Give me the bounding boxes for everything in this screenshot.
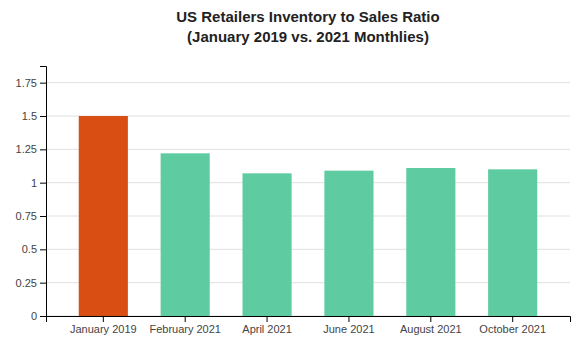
bar bbox=[79, 116, 128, 316]
x-tick-label: October 2021 bbox=[479, 323, 546, 335]
x-tick-mark bbox=[512, 316, 513, 322]
y-tick-mark bbox=[40, 316, 46, 317]
x-tick-label: August 2021 bbox=[400, 323, 462, 335]
x-tick-mark bbox=[103, 316, 104, 322]
x-tick-label: January 2019 bbox=[70, 323, 137, 335]
y-tick-mark bbox=[40, 149, 46, 150]
y-tick: 0.75 bbox=[16, 210, 46, 222]
x-tick-mark bbox=[267, 316, 268, 322]
y-tick: 1.25 bbox=[16, 143, 46, 155]
y-tick-label: 1 bbox=[31, 177, 37, 189]
title: US Retailers Inventory to Sales Ratio bbox=[176, 8, 439, 25]
y-tick-mark bbox=[40, 216, 46, 217]
y-tick-mark bbox=[40, 116, 46, 117]
y-tick: 1.5 bbox=[22, 110, 46, 122]
y-tick-mark bbox=[40, 83, 46, 84]
y-tick-label: 0.25 bbox=[16, 277, 37, 289]
x-tick: February 2021 bbox=[149, 316, 221, 335]
y-tick: 1 bbox=[31, 177, 46, 189]
grid bbox=[46, 83, 570, 316]
y-tick: 0.25 bbox=[16, 277, 46, 289]
y-axis: 0 0.25 0.5 0.75 1 1.25 1.5 1.75 bbox=[16, 67, 47, 323]
x-tick-mark bbox=[185, 316, 186, 322]
y-tick-mark bbox=[40, 249, 46, 250]
bars bbox=[79, 116, 538, 316]
y-tick: 0.5 bbox=[22, 243, 46, 255]
x-tick-mark bbox=[430, 316, 431, 322]
bar bbox=[406, 168, 455, 316]
y-tick-mark bbox=[40, 283, 46, 284]
y-tick-mark bbox=[40, 183, 46, 184]
x-axis-line bbox=[47, 317, 571, 323]
x-tick: June 2021 bbox=[323, 316, 374, 335]
y-axis-line bbox=[40, 67, 47, 317]
plot: 0 0.25 0.5 0.75 1 1.25 1.5 1.75 January 2019 Febr… bbox=[16, 67, 571, 335]
bar bbox=[324, 171, 373, 316]
y-tick-label: 0 bbox=[31, 310, 37, 322]
y-tick-label: 1.5 bbox=[22, 110, 37, 122]
x-tick-mark bbox=[348, 316, 349, 322]
grid-line bbox=[46, 82, 570, 83]
bar bbox=[488, 169, 537, 316]
x-tick: October 2021 bbox=[479, 316, 546, 335]
x-tick: April 2021 bbox=[242, 316, 292, 335]
x-tick-label: June 2021 bbox=[323, 323, 374, 335]
x-tick-label: April 2021 bbox=[242, 323, 292, 335]
y-tick: 1.75 bbox=[16, 77, 46, 89]
x-tick: January 2019 bbox=[70, 316, 137, 335]
x-tick-label: February 2021 bbox=[149, 323, 221, 335]
chart: US Retailers Inventory to Sales Ratio (Ja… bbox=[0, 0, 586, 346]
y-tick-label: 0.5 bbox=[22, 243, 37, 255]
bar bbox=[161, 153, 210, 316]
subtitle: (January 2019 vs. 2021 Monthlies) bbox=[187, 28, 429, 45]
y-tick-label: 1.75 bbox=[16, 77, 37, 89]
y-tick-label: 1.25 bbox=[16, 143, 37, 155]
bar bbox=[243, 173, 292, 316]
y-tick: 0 bbox=[31, 310, 46, 322]
x-axis: January 2019 February 2021 April 2021 June … bbox=[47, 316, 571, 335]
x-tick: August 2021 bbox=[400, 316, 462, 335]
y-tick-label: 0.75 bbox=[16, 210, 37, 222]
